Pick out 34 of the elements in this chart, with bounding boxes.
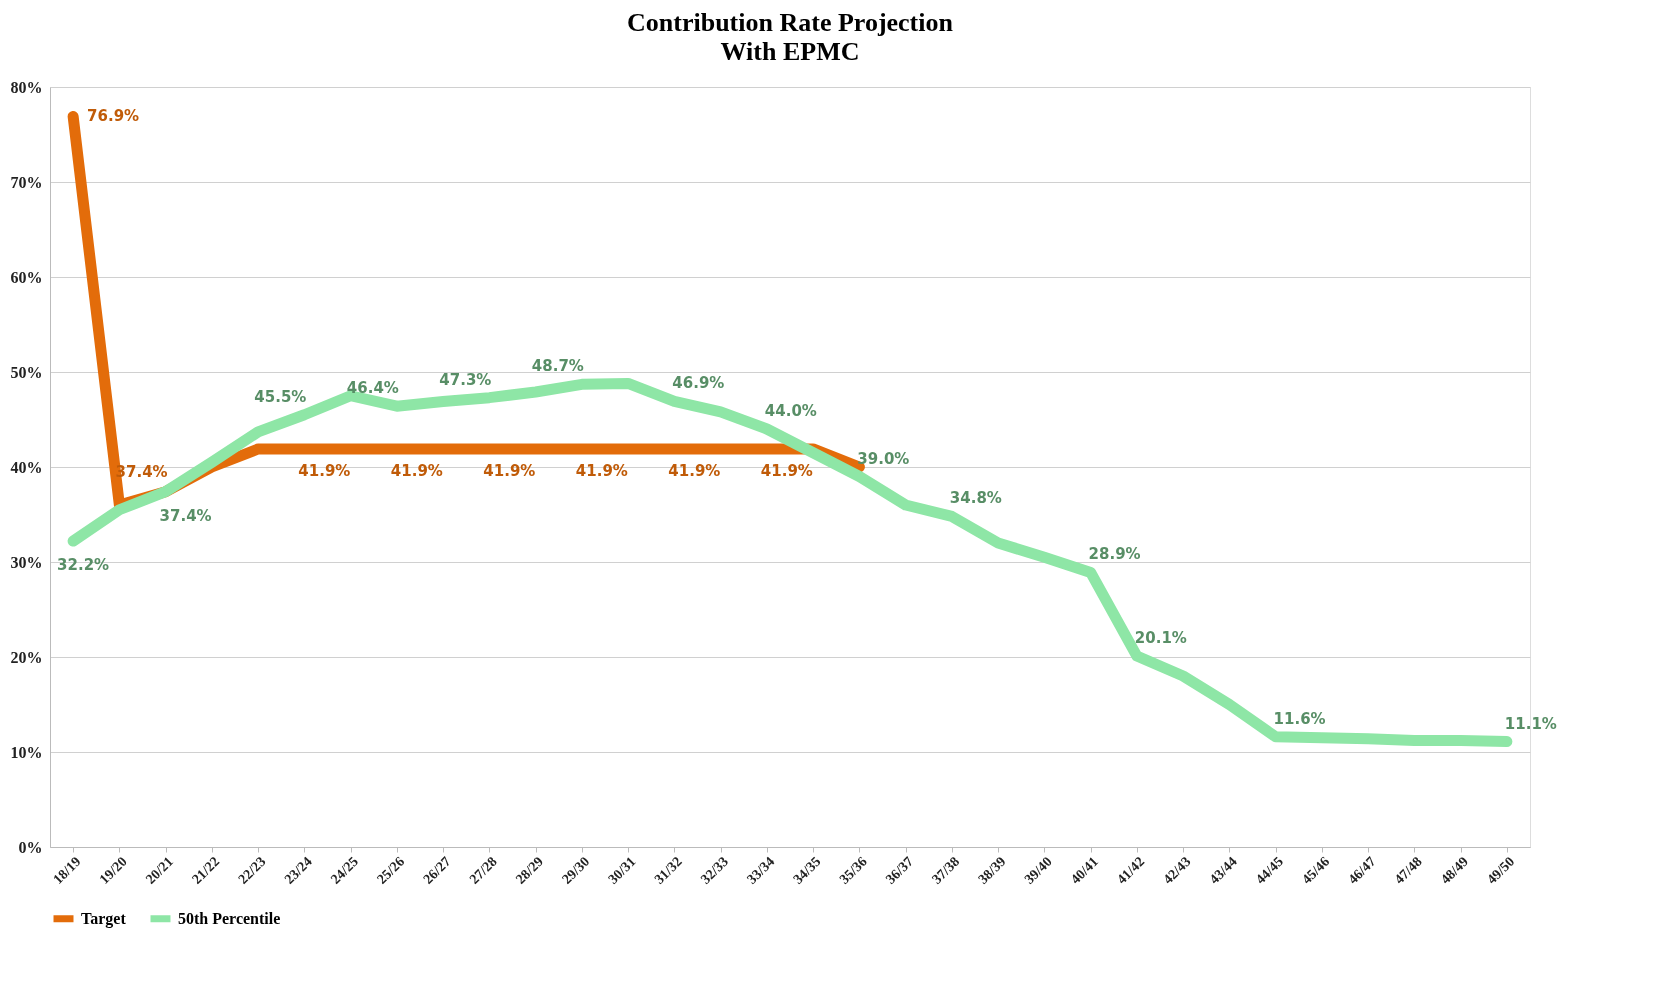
data-label: 76.9% [87, 107, 140, 126]
data-label: 28.9% [1088, 545, 1141, 564]
data-label: 20.1% [1134, 629, 1187, 648]
y-tick-label: 40% [10, 458, 43, 476]
data-label: 11.6% [1273, 709, 1326, 728]
data-label: 45.5% [254, 387, 307, 406]
data-label: 34.8% [949, 489, 1002, 508]
y-tick-label: 70% [10, 173, 43, 191]
data-label: 41.9% [575, 461, 628, 480]
legend-label: 50th Percentile [178, 909, 281, 927]
legend-label: Target [81, 909, 127, 928]
data-label: 48.7% [531, 357, 584, 376]
y-tick-label: 0% [18, 838, 43, 856]
data-label: 37.4% [159, 506, 212, 525]
chart-title: Contribution Rate Projection [627, 8, 954, 37]
data-label: 41.9% [298, 461, 351, 480]
data-label: 46.4% [346, 379, 399, 398]
data-label: 46.9% [672, 374, 725, 393]
data-label: 41.9% [483, 461, 536, 480]
y-tick-label: 20% [10, 648, 43, 666]
y-tick-label: 60% [10, 268, 43, 286]
data-label: 44.0% [764, 402, 817, 420]
data-label: 41.9% [668, 461, 721, 480]
y-tick-label: 80% [10, 78, 43, 96]
chart-subtitle: With EPMC [720, 37, 860, 66]
data-label: 39.0% [857, 449, 910, 468]
data-label: 41.9% [390, 461, 443, 480]
y-tick-label: 50% [10, 363, 43, 381]
data-label: 11.1% [1504, 714, 1557, 733]
data-label: 47.3% [439, 370, 492, 389]
y-tick-label: 30% [10, 553, 43, 571]
data-label: 32.2% [57, 556, 110, 575]
y-tick-label: 10% [10, 743, 43, 761]
data-label: 41.9% [760, 461, 813, 480]
